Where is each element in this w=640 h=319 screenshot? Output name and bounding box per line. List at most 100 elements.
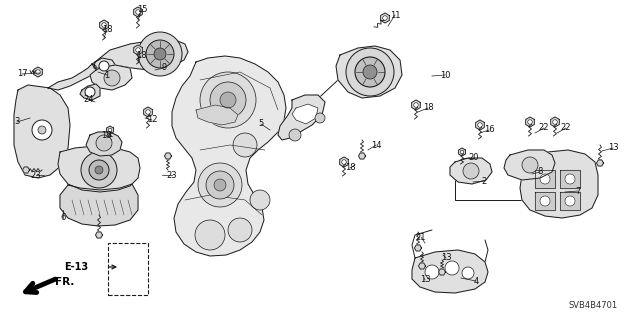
Text: 18: 18 [102, 26, 112, 34]
Polygon shape [412, 250, 488, 293]
Circle shape [522, 157, 538, 173]
Polygon shape [125, 259, 131, 265]
Polygon shape [560, 170, 580, 188]
Circle shape [136, 48, 140, 52]
Polygon shape [164, 153, 172, 159]
Polygon shape [458, 148, 465, 156]
Polygon shape [596, 160, 604, 166]
Circle shape [99, 61, 109, 71]
Circle shape [342, 160, 346, 164]
Circle shape [463, 163, 479, 179]
Polygon shape [172, 56, 286, 256]
Circle shape [346, 48, 394, 96]
Circle shape [198, 163, 242, 207]
Circle shape [528, 120, 532, 124]
Circle shape [553, 120, 557, 124]
Polygon shape [125, 289, 131, 295]
Text: 3: 3 [14, 117, 20, 127]
Text: 7: 7 [575, 187, 580, 196]
Polygon shape [196, 105, 238, 125]
Polygon shape [292, 104, 318, 124]
Circle shape [383, 16, 387, 20]
Text: 2: 2 [481, 176, 486, 186]
Text: 16: 16 [484, 125, 494, 135]
Polygon shape [381, 13, 389, 23]
Text: 17: 17 [17, 70, 28, 78]
Polygon shape [134, 7, 142, 17]
Polygon shape [106, 126, 113, 134]
Text: 13: 13 [608, 144, 618, 152]
Circle shape [206, 171, 234, 199]
Text: 6: 6 [60, 213, 66, 222]
Polygon shape [34, 67, 42, 77]
Text: 23: 23 [31, 170, 42, 180]
Text: 19: 19 [100, 131, 111, 140]
Bar [108, 243, 148, 295]
Polygon shape [450, 158, 492, 184]
Text: 20: 20 [468, 153, 479, 162]
Text: SVB4B4701: SVB4B4701 [569, 300, 618, 309]
Text: 18: 18 [136, 51, 147, 61]
Circle shape [146, 40, 174, 68]
Polygon shape [358, 153, 365, 159]
Polygon shape [476, 120, 484, 130]
Circle shape [565, 174, 575, 184]
Circle shape [81, 152, 117, 188]
Polygon shape [560, 192, 580, 210]
Circle shape [102, 23, 106, 27]
Polygon shape [86, 132, 122, 156]
Circle shape [154, 48, 166, 60]
Text: FR.: FR. [55, 277, 74, 287]
Polygon shape [60, 184, 138, 226]
Text: 1: 1 [104, 70, 109, 79]
Polygon shape [92, 58, 116, 74]
Polygon shape [22, 167, 29, 173]
Polygon shape [535, 192, 555, 210]
Polygon shape [525, 117, 534, 127]
Circle shape [95, 166, 103, 174]
Polygon shape [48, 64, 96, 90]
Circle shape [85, 87, 95, 97]
Polygon shape [336, 46, 402, 98]
Text: 18: 18 [422, 103, 433, 113]
Text: 14: 14 [371, 140, 381, 150]
Text: 21: 21 [416, 233, 426, 241]
Circle shape [363, 65, 377, 79]
Polygon shape [419, 263, 426, 269]
Text: 22: 22 [539, 123, 549, 132]
Text: 8: 8 [538, 167, 543, 176]
Circle shape [460, 150, 464, 154]
Circle shape [146, 110, 150, 114]
Polygon shape [535, 170, 555, 188]
Text: 23: 23 [166, 170, 177, 180]
Text: 5: 5 [259, 120, 264, 129]
Circle shape [355, 57, 385, 87]
Polygon shape [125, 269, 131, 275]
Polygon shape [504, 150, 555, 180]
Circle shape [195, 220, 225, 250]
Circle shape [289, 129, 301, 141]
Text: 15: 15 [137, 5, 147, 14]
Circle shape [233, 133, 257, 157]
Circle shape [565, 196, 575, 206]
Text: 10: 10 [440, 70, 451, 79]
Polygon shape [125, 279, 131, 285]
Circle shape [250, 190, 270, 210]
Polygon shape [95, 232, 102, 238]
Text: E-13: E-13 [64, 262, 88, 272]
Polygon shape [550, 117, 559, 127]
Polygon shape [278, 95, 325, 140]
Circle shape [200, 72, 256, 128]
Polygon shape [143, 107, 152, 117]
Text: 18: 18 [345, 164, 355, 173]
Polygon shape [100, 20, 108, 30]
Text: 11: 11 [390, 11, 400, 19]
Circle shape [220, 92, 236, 108]
Text: 22: 22 [561, 123, 572, 132]
Polygon shape [340, 157, 348, 167]
Circle shape [228, 218, 252, 242]
Text: 12: 12 [147, 115, 157, 124]
Circle shape [89, 160, 109, 180]
Circle shape [36, 70, 40, 74]
Circle shape [413, 103, 419, 107]
